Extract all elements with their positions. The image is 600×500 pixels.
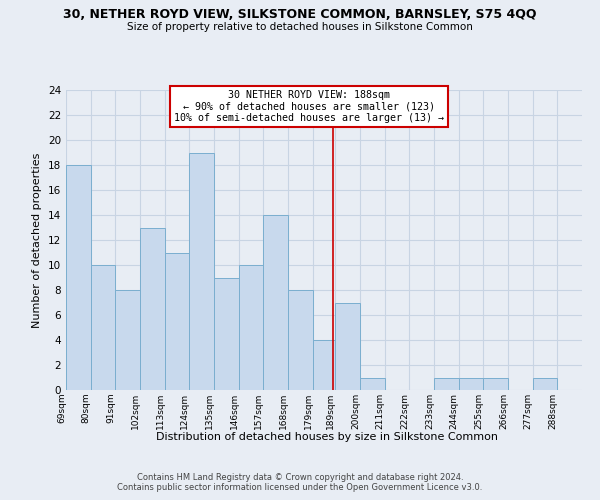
- Text: Contains HM Land Registry data © Crown copyright and database right 2024.: Contains HM Land Registry data © Crown c…: [137, 472, 463, 482]
- Text: 30 NETHER ROYD VIEW: 188sqm
← 90% of detached houses are smaller (123)
10% of se: 30 NETHER ROYD VIEW: 188sqm ← 90% of det…: [173, 90, 443, 123]
- Bar: [239, 265, 263, 390]
- Bar: [533, 378, 557, 390]
- Bar: [190, 152, 214, 390]
- Bar: [66, 165, 91, 390]
- Bar: [115, 290, 140, 390]
- Text: Contains public sector information licensed under the Open Government Licence v3: Contains public sector information licen…: [118, 484, 482, 492]
- Bar: [335, 302, 360, 390]
- Bar: [483, 378, 508, 390]
- Bar: [360, 378, 385, 390]
- Text: 30, NETHER ROYD VIEW, SILKSTONE COMMON, BARNSLEY, S75 4QQ: 30, NETHER ROYD VIEW, SILKSTONE COMMON, …: [63, 8, 537, 20]
- Bar: [214, 278, 239, 390]
- Bar: [434, 378, 458, 390]
- Text: Size of property relative to detached houses in Silkstone Common: Size of property relative to detached ho…: [127, 22, 473, 32]
- Bar: [263, 215, 288, 390]
- Y-axis label: Number of detached properties: Number of detached properties: [32, 152, 43, 328]
- Bar: [165, 252, 190, 390]
- Bar: [91, 265, 115, 390]
- Bar: [140, 228, 165, 390]
- Bar: [313, 340, 337, 390]
- Text: Distribution of detached houses by size in Silkstone Common: Distribution of detached houses by size …: [156, 432, 498, 442]
- Bar: [288, 290, 313, 390]
- Bar: [458, 378, 483, 390]
